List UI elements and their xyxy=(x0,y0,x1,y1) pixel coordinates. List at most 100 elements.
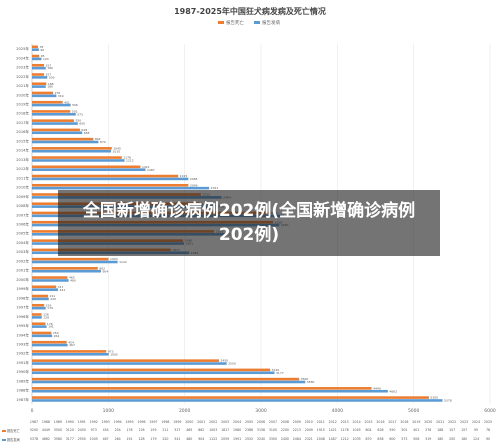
data-label: 401 xyxy=(64,100,70,104)
table-header-cell: 2020 xyxy=(424,420,433,424)
bar-incidence xyxy=(32,186,210,190)
bar-death xyxy=(32,285,57,289)
y-tick-label: 2021年 xyxy=(16,83,29,88)
bar-death xyxy=(32,91,54,95)
table-cell: 804 xyxy=(365,428,372,432)
y-tick-label: 2018年 xyxy=(16,111,29,116)
y-tick-label: 2019年 xyxy=(16,102,29,107)
table-cell: 3300 xyxy=(268,437,277,441)
table-cell: 1035 xyxy=(352,437,361,441)
data-label: 264 xyxy=(54,334,60,338)
bar-death xyxy=(32,359,220,362)
data-label: 3580 xyxy=(307,380,315,384)
table-header-cell: 1995 xyxy=(125,420,134,424)
y-tick-label: 1988年 xyxy=(16,388,29,393)
bar-incidence xyxy=(32,343,68,347)
table-cell: 2550 xyxy=(77,437,86,441)
data-table: 1987 1988 1989 1990 1991 1992 1993 1994 1995 1996… xyxy=(0,418,500,448)
data-label: 1487 xyxy=(147,168,155,172)
bar-incidence xyxy=(32,362,227,365)
y-tick-label: 1995年 xyxy=(16,323,29,328)
table-header-cell: 1997 xyxy=(149,420,158,424)
table-cell: 264 xyxy=(114,437,121,441)
data-label: 2550 xyxy=(228,362,236,366)
table-header-cell: 2023 xyxy=(460,420,469,424)
y-tick-label: 1990年 xyxy=(16,369,29,374)
data-label: 5200 xyxy=(430,396,438,400)
bar-death xyxy=(32,276,68,279)
bar-incidence xyxy=(32,113,76,116)
y-tick-label: 2013年 xyxy=(16,157,29,162)
table-cell: 220 xyxy=(162,437,169,441)
table-cell: 2400 xyxy=(280,437,289,441)
table-cell: 3100 xyxy=(268,428,277,432)
bar-death xyxy=(32,82,47,86)
data-label: 157 xyxy=(45,63,51,67)
table-cell: 467 xyxy=(102,437,109,441)
bar-death xyxy=(32,331,52,335)
y-tick-label: 2007年 xyxy=(16,212,29,217)
bar-incidence xyxy=(32,269,102,273)
data-label: 573 xyxy=(77,112,83,116)
table-header-cell: 2001 xyxy=(197,420,206,424)
bar-incidence xyxy=(32,380,306,384)
y-tick-label: 1989年 xyxy=(16,378,29,383)
table-cell: 211 xyxy=(162,428,169,432)
bar-death xyxy=(32,45,38,49)
table-cell: 2321 xyxy=(304,437,313,441)
table-header-cell: 2006 xyxy=(256,420,266,424)
data-label: 2049 xyxy=(190,183,198,187)
data-label: 1005 xyxy=(110,352,118,356)
data-label: 3177 xyxy=(276,371,284,375)
data-label: 157 xyxy=(45,73,51,77)
bar-incidence xyxy=(32,76,48,79)
table-cell: 1176 xyxy=(340,428,349,432)
bar-incidence xyxy=(32,122,78,125)
table-header-cell: 2012 xyxy=(328,420,337,424)
table-header-cell: 1988 xyxy=(41,420,50,424)
data-label: 276 xyxy=(55,91,61,95)
table-row-label: 报告发病 xyxy=(2,437,20,442)
table-header-cell: 2013 xyxy=(340,420,349,424)
data-label: 211 xyxy=(50,294,56,298)
y-tick-label: 1991年 xyxy=(16,360,29,365)
y-tick-label: 2002年 xyxy=(16,258,29,263)
data-label: 480 xyxy=(70,279,76,283)
table-cell: 3500 xyxy=(53,428,62,432)
bar-incidence xyxy=(32,177,189,181)
table-row: 报告发病 5378 4662 3580 3177 2550 1005 467 264 191 128… xyxy=(0,435,500,443)
x-tick-label: 0 xyxy=(31,408,34,414)
table-cell: 5200 xyxy=(29,428,39,432)
table-header-cell: 2016 xyxy=(376,420,385,424)
data-label: 467 xyxy=(69,343,75,347)
y-tick-label: 2020年 xyxy=(16,92,29,97)
data-label: 870 xyxy=(100,140,106,144)
table-cell: 254 xyxy=(114,428,121,432)
table-cell: 95 xyxy=(474,428,479,432)
table-cell: 276 xyxy=(425,428,432,432)
bar-death xyxy=(32,119,74,122)
table-cell: 2059 xyxy=(221,437,230,441)
table-cell: 2213 xyxy=(292,428,301,432)
data-label: 904 xyxy=(103,269,109,273)
table-header-cell: 1991 xyxy=(77,420,86,424)
bar-death xyxy=(32,128,80,132)
data-label: 2450 xyxy=(221,359,229,363)
table-cell: 4662 xyxy=(41,437,50,441)
x-tick-label: 4000 xyxy=(332,408,344,414)
table-cell: 401 xyxy=(413,428,420,432)
table-cell: 128 xyxy=(138,437,145,441)
table-cell: 1817 xyxy=(221,428,230,432)
data-label: 1421 xyxy=(142,165,150,169)
bar-incidence xyxy=(32,57,42,61)
table-header-cell: 1993 xyxy=(101,420,110,424)
data-label: 550 xyxy=(75,119,81,123)
bar-death xyxy=(32,303,45,307)
data-label: 220 xyxy=(50,297,56,301)
table-header-cell: 1996 xyxy=(137,420,146,424)
x-tick-label: 1000 xyxy=(103,408,115,414)
table-cell: 870 xyxy=(365,437,372,441)
overlay-banner[interactable]: 全国新增确诊病例202例(全国新增确诊病例202例) xyxy=(58,190,440,256)
bar-death xyxy=(32,73,44,76)
data-label: 124 xyxy=(43,57,49,61)
